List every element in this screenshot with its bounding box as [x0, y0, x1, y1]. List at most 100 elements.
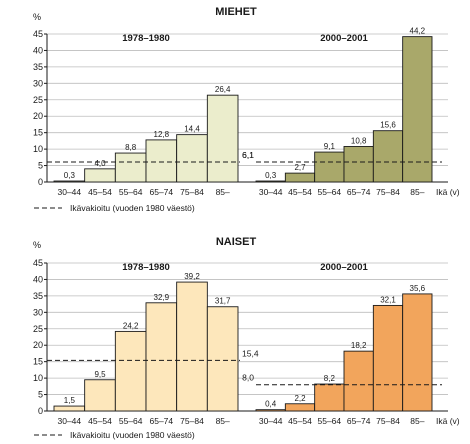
x-tick-label: 30–44 — [58, 187, 82, 197]
x-tick-label: 45–54 — [288, 416, 312, 426]
bar-55–64 — [114, 152, 147, 183]
y-axis-unit: % — [33, 240, 41, 250]
y-tick-label: 40 — [33, 45, 43, 55]
bar-30–44 — [255, 409, 286, 412]
reference-value-label: 8,0 — [242, 373, 254, 383]
bar-85– — [206, 94, 239, 183]
bar-value-label: 44,2 — [410, 27, 426, 36]
y-tick-label: 0 — [38, 177, 43, 187]
bar-value-label: 8,2 — [324, 374, 336, 383]
y-tick-label: 35 — [33, 291, 43, 301]
y-tick-label: 15 — [33, 357, 43, 367]
bar-value-label: 9,5 — [94, 370, 106, 379]
bar-value-label: 8,8 — [125, 143, 137, 152]
y-tick-label: 0 — [38, 406, 43, 416]
bar-30–44 — [53, 180, 86, 183]
bar-value-label: 0,3 — [265, 171, 277, 180]
y-tick-label: 5 — [38, 161, 43, 171]
bar-value-label: 2,2 — [294, 394, 306, 403]
bar-value-label: 1,5 — [64, 396, 76, 405]
x-tick-label: 55–64 — [318, 416, 342, 426]
x-tick-label: 65–74 — [150, 187, 174, 197]
x-tick-label: 85– — [216, 187, 230, 197]
bar-45–54 — [284, 403, 316, 412]
y-tick-label: 10 — [33, 373, 43, 383]
x-tick-label: 65–74 — [347, 416, 371, 426]
panel-period-label: 2000–2001 — [320, 33, 368, 44]
bar-value-label: 9,1 — [324, 142, 336, 151]
x-tick-label: 65–74 — [347, 187, 371, 197]
x-tick-label: 65–74 — [150, 416, 174, 426]
bar-value-label: 10,8 — [351, 136, 367, 145]
bar-75–84 — [176, 134, 208, 183]
y-axis-unit: % — [33, 12, 41, 22]
x-tick-label: 30–44 — [58, 416, 82, 426]
bar-55–64 — [314, 151, 345, 183]
bar-30–44 — [255, 180, 286, 183]
bar-value-label: 32,9 — [154, 293, 170, 302]
x-tick-label: 45–54 — [88, 416, 112, 426]
panel-period-label: 1978–1980 — [122, 33, 170, 44]
y-tick-label: 40 — [33, 274, 43, 284]
y-tick-label: 20 — [33, 340, 43, 350]
bar-65–74 — [343, 350, 374, 412]
x-axis-unit: Ikä (v) — [436, 416, 460, 426]
bar-value-label: 26,4 — [215, 85, 231, 94]
bar-value-label: 12,8 — [154, 130, 170, 139]
y-tick-label: 25 — [33, 95, 43, 105]
panel-period-label: 1978–1980 — [122, 262, 170, 273]
x-tick-label: 45–54 — [88, 187, 112, 197]
x-tick-label: 85– — [410, 416, 424, 426]
y-tick-label: 5 — [38, 390, 43, 400]
x-tick-label: 75–84 — [376, 416, 400, 426]
y-tick-label: 25 — [33, 324, 43, 334]
bar-value-label: 0,4 — [265, 400, 277, 409]
bar-value-label: 24,2 — [123, 321, 139, 330]
x-tick-label: 55–64 — [119, 416, 143, 426]
bar-value-label: 39,2 — [184, 272, 200, 281]
bar-value-label: 18,2 — [351, 341, 367, 350]
bar-65–74 — [145, 302, 178, 412]
x-tick-label: 55–64 — [318, 187, 342, 197]
bar-value-label: 31,7 — [215, 297, 231, 306]
bar-45–54 — [284, 172, 316, 183]
reference-value-label: 6,1 — [242, 150, 254, 160]
bar-75–84 — [372, 304, 404, 412]
y-tick-label: 30 — [33, 78, 43, 88]
reference-value-label: 6,1 — [242, 150, 254, 160]
bar-value-label: 2,7 — [294, 163, 306, 172]
legend-label: Ikävakioitu (vuoden 1980 väestö) — [70, 203, 195, 213]
bar-value-label: 15,6 — [380, 121, 396, 130]
y-tick-label: 45 — [33, 258, 43, 268]
reference-value-label: 15,4 — [242, 348, 259, 358]
x-tick-label: 30–44 — [259, 416, 283, 426]
y-tick-label: 45 — [33, 29, 43, 39]
y-tick-label: 35 — [33, 62, 43, 72]
bar-75–84 — [372, 130, 404, 183]
bar-value-label: 32,1 — [380, 295, 396, 304]
bar-30–44 — [53, 405, 86, 412]
bar-45–54 — [84, 168, 116, 183]
y-tick-label: 20 — [33, 111, 43, 121]
chart-title: NAISET — [216, 236, 257, 248]
x-tick-label: 55–64 — [119, 187, 143, 197]
bar-85– — [206, 306, 239, 412]
bar-55–64 — [114, 330, 147, 412]
y-tick-label: 15 — [33, 128, 43, 138]
x-tick-label: 75–84 — [180, 416, 204, 426]
panel-period-label: 2000–2001 — [320, 262, 368, 273]
bar-value-label: 14,4 — [184, 125, 200, 134]
bar-75–84 — [176, 281, 208, 412]
bar-85– — [402, 36, 433, 183]
bar-65–74 — [145, 139, 178, 183]
x-tick-label: 75–84 — [180, 187, 204, 197]
x-tick-label: 85– — [410, 187, 424, 197]
bar-value-label: 35,6 — [410, 284, 426, 293]
x-tick-label: 75–84 — [376, 187, 400, 197]
y-tick-label: 30 — [33, 307, 43, 317]
x-tick-label: 85– — [216, 416, 230, 426]
x-tick-label: 45–54 — [288, 187, 312, 197]
bar-value-label: 4,0 — [94, 159, 106, 168]
x-tick-label: 30–44 — [259, 187, 283, 197]
